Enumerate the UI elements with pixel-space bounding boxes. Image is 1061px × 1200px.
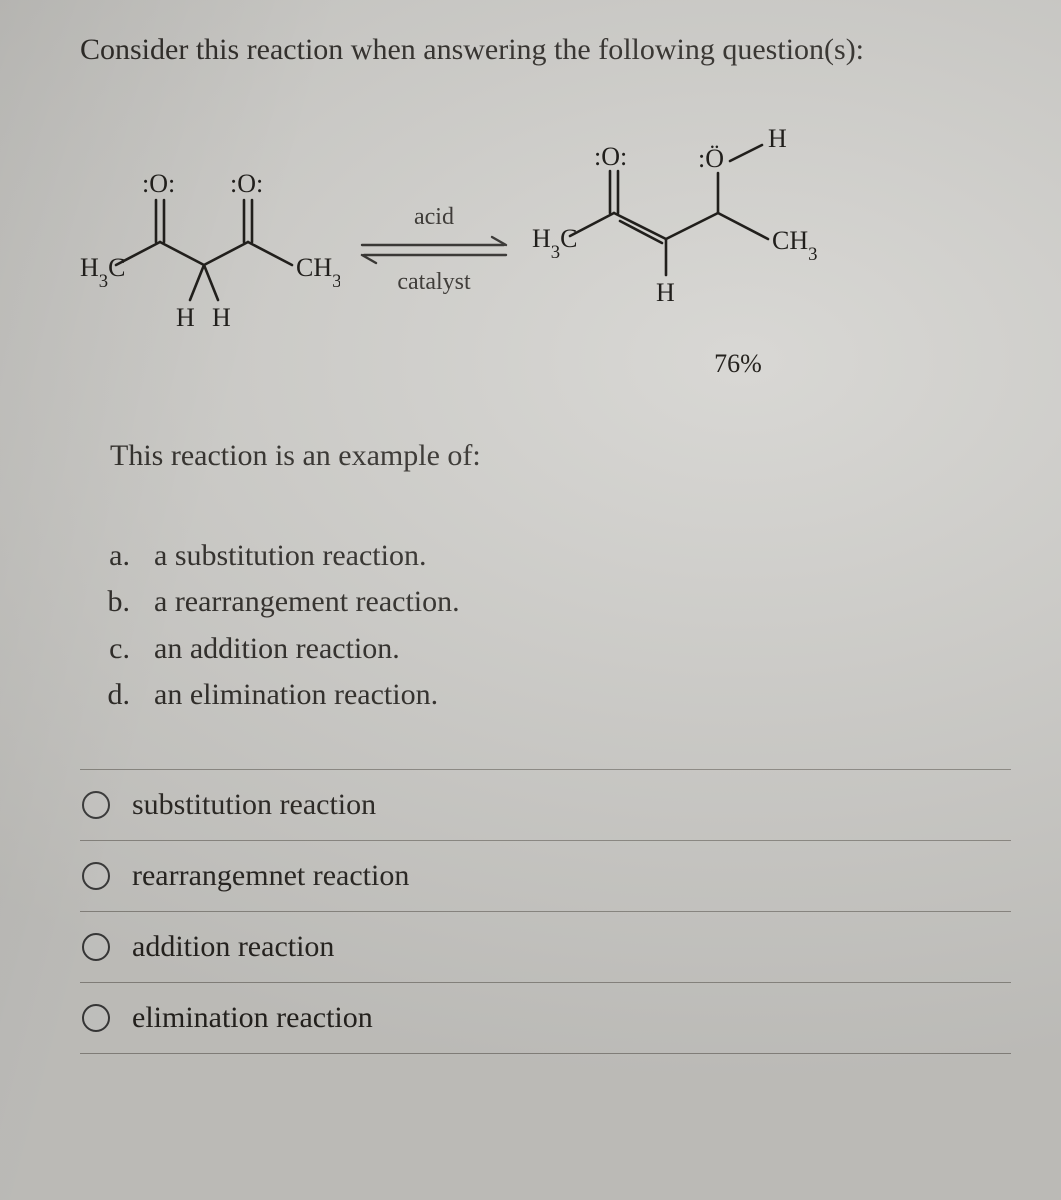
- choice-letter: c.: [100, 626, 130, 673]
- option-elimination[interactable]: elimination reaction: [80, 983, 1011, 1054]
- choice-list: a. a substitution reaction. b. a rearran…: [100, 533, 1011, 719]
- choice-text: an addition reaction.: [154, 626, 400, 673]
- arrow-bottom-label: catalyst: [397, 269, 470, 296]
- p-label-o-left: :O:: [594, 142, 627, 171]
- choice-letter: b.: [100, 579, 130, 626]
- option-label: elimination reaction: [132, 1001, 373, 1035]
- p-label-ch3: CH3: [772, 226, 817, 265]
- product-yield: 76%: [628, 349, 848, 379]
- radio-icon[interactable]: [82, 862, 110, 890]
- radio-icon[interactable]: [82, 1004, 110, 1032]
- answer-options: substitution reaction rearrangemnet reac…: [80, 769, 1011, 1054]
- option-label: rearrangemnet reaction: [132, 859, 409, 893]
- product-molecule: H3C :O: :Ö H H CH3 76%: [528, 121, 848, 379]
- option-rearrangement[interactable]: rearrangemnet reaction: [80, 841, 1011, 912]
- label-o-left: :O:: [142, 169, 175, 198]
- reaction-arrow: acid catalyst: [354, 204, 514, 296]
- choice-letter: a.: [100, 533, 130, 580]
- choice-b: b. a rearrangement reaction.: [100, 579, 1011, 626]
- label-h1: H: [176, 303, 195, 332]
- reactant-molecule: H3C :O: :O: H H CH3: [80, 160, 340, 340]
- problem-prompt: Consider this reaction when answering th…: [80, 30, 1011, 71]
- option-label: substitution reaction: [132, 788, 376, 822]
- radio-icon[interactable]: [82, 933, 110, 961]
- reaction-equation: H3C :O: :O: H H CH3 acid catalyst: [80, 121, 1011, 379]
- choice-d: d. an elimination reaction.: [100, 672, 1011, 719]
- question-text: This reaction is an example of:: [110, 439, 1011, 473]
- label-ch3-right: CH3: [296, 253, 340, 292]
- option-substitution[interactable]: substitution reaction: [80, 770, 1011, 841]
- p-label-h-alpha: H: [656, 278, 675, 307]
- p-label-h3c: H3C: [532, 224, 577, 263]
- choice-text: a substitution reaction.: [154, 533, 426, 580]
- choice-text: a rearrangement reaction.: [154, 579, 460, 626]
- option-label: addition reaction: [132, 930, 334, 964]
- option-addition[interactable]: addition reaction: [80, 912, 1011, 983]
- label-h3c-left: H3C: [80, 253, 125, 292]
- label-h2: H: [212, 303, 231, 332]
- p-label-oh: :Ö: [698, 144, 724, 173]
- label-o-right: :O:: [230, 169, 263, 198]
- arrow-top-label: acid: [414, 204, 454, 231]
- radio-icon[interactable]: [82, 791, 110, 819]
- choice-letter: d.: [100, 672, 130, 719]
- p-label-oh-h: H: [768, 124, 787, 153]
- choice-c: c. an addition reaction.: [100, 626, 1011, 673]
- choice-text: an elimination reaction.: [154, 672, 438, 719]
- choice-a: a. a substitution reaction.: [100, 533, 1011, 580]
